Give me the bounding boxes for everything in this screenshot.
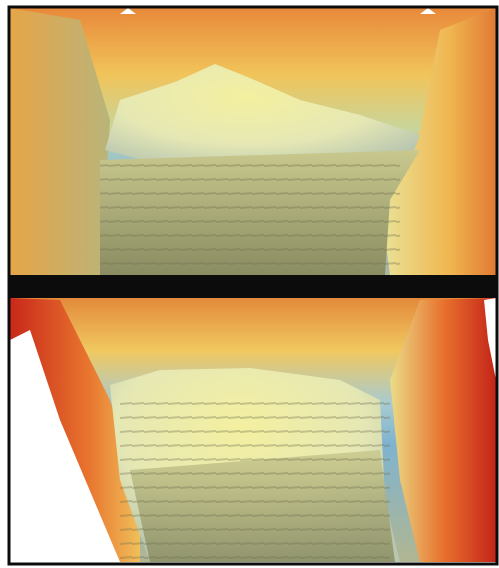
bottom-right-blank [484, 298, 496, 380]
bottom-view [10, 298, 496, 562]
frame [7, 5, 499, 566]
bottom-right-wall [390, 298, 496, 562]
top-left-wall [10, 8, 110, 275]
separator [10, 275, 496, 298]
top-mound [105, 64, 420, 175]
top-floor-texture [100, 160, 400, 275]
bottom-floor-texture [120, 400, 390, 562]
bottom-left-blank [10, 330, 120, 562]
top-right-wall [380, 8, 496, 275]
top-view [10, 8, 496, 275]
